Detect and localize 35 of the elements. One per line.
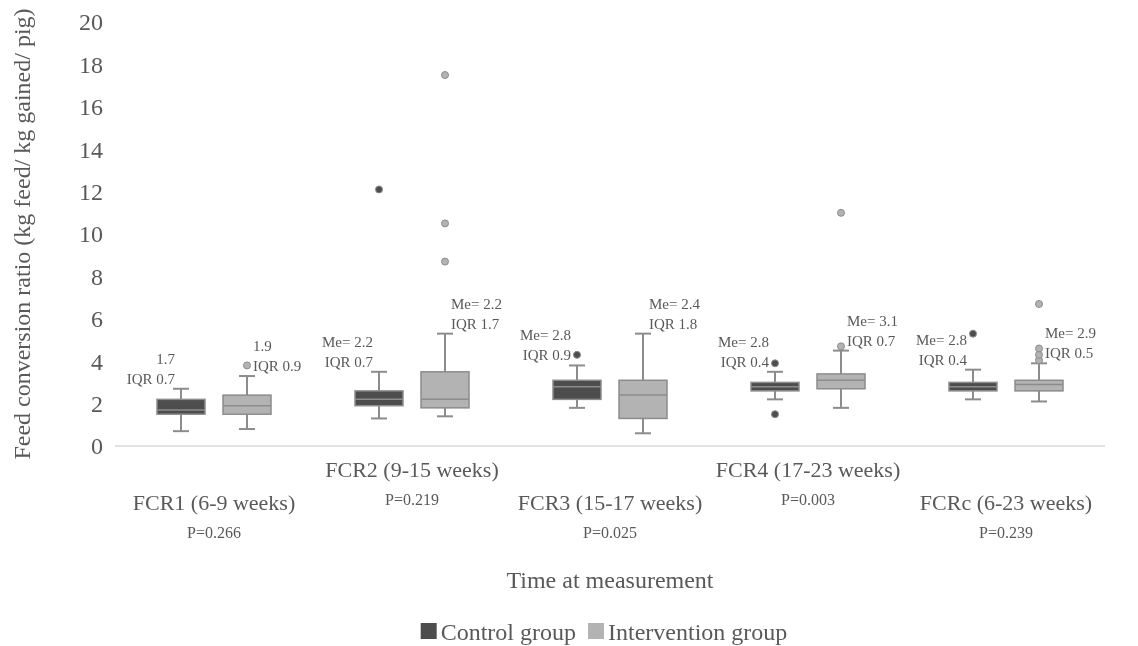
y-tick-label: 0 (91, 433, 103, 460)
y-tick-label: 18 (79, 51, 103, 78)
y-axis-title: Feed conversion ratio (kg feed/ kg gained/ pig) (9, 8, 35, 460)
text: Me= 2.8 IQR 0.4 (916, 331, 967, 368)
text: Me= 2.4 IQR 1.8 (649, 295, 700, 332)
y-tick-label: 14 (79, 136, 103, 163)
text: P=0.219 (385, 491, 439, 508)
x-axis-title: Time at measurement (506, 567, 714, 593)
x-tick-label: FCR1 (6-9 weeks) (132, 490, 296, 515)
y-tick-label: 16 (79, 94, 103, 121)
text: Me= 2.2 IQR 1.7 (451, 295, 502, 332)
y-tick-label: 2 (91, 391, 103, 417)
text: 1.9 IQR 0.9 (253, 338, 302, 375)
text: P=0.239 (979, 524, 1033, 541)
y-tick-label: 8 (91, 263, 103, 290)
text: P=0.266 (187, 524, 241, 541)
legend-label: Intervention group (608, 619, 788, 646)
x-tick-label: FCR3 (15-17 weeks) (517, 490, 703, 515)
x-tick-label: FCR2 (9-15 weeks) (325, 457, 499, 482)
text: Me= 2.9 IQR 0.5 (1045, 325, 1096, 362)
y-tick-label: 12 (79, 179, 103, 205)
x-tick-label: FCRc (6-23 weeks) (919, 490, 1093, 515)
text: Me= 2.8 IQR 0.4 (718, 333, 769, 370)
text: Me= 2.8 IQR 0.9 (520, 327, 571, 364)
y-tick-label: 10 (79, 221, 103, 248)
text: Me= 2.2 IQR 0.7 (322, 333, 373, 370)
text: P=0.003 (781, 491, 835, 508)
text: Me= 3.1 IQR 0.7 (847, 312, 898, 349)
y-tick-label: 4 (91, 348, 103, 375)
text: P=0.025 (583, 524, 637, 541)
x-tick-label: FCR4 (17-23 weeks) (715, 457, 901, 482)
y-tick-label: 20 (79, 9, 103, 36)
legend-label: Control group (440, 619, 577, 646)
y-tick-label: 6 (91, 306, 103, 333)
text: 1.7 IQR 0.7 (126, 350, 175, 387)
